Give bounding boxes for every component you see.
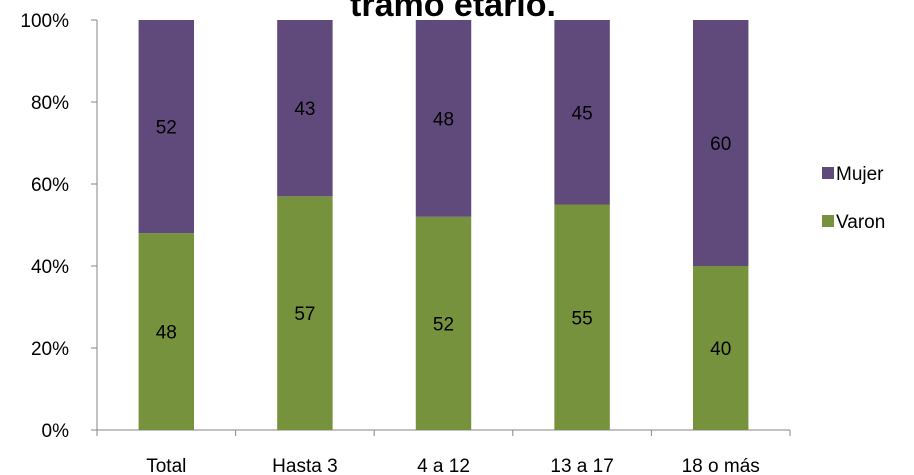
y-axis: 0% 20% 40% 60% 80% 100% <box>20 11 98 442</box>
data-label: 52 <box>156 118 177 139</box>
data-label: 52 <box>433 314 454 335</box>
data-label: 48 <box>156 323 177 344</box>
bar-segment-varon <box>138 233 195 430</box>
data-label: 40 <box>710 339 731 360</box>
legend-swatch-varon <box>822 215 834 227</box>
y-tick-label: 60% <box>31 175 69 196</box>
data-label: 55 <box>572 308 593 329</box>
legend-label: Mujer <box>836 164 884 185</box>
x-tick-label: 18 o más <box>682 456 760 475</box>
y-tick-label: 40% <box>31 257 69 278</box>
data-label: 45 <box>572 103 593 124</box>
bar-segment-varon <box>415 216 472 430</box>
bar-segment-mujer <box>415 20 472 217</box>
bar-segment-mujer <box>692 20 749 266</box>
legend-swatch-mujer <box>822 167 834 179</box>
bar-segment-mujer <box>277 20 333 197</box>
data-label: 57 <box>294 304 315 325</box>
bar-segment-varon <box>554 204 610 430</box>
y-tick-label: 0% <box>42 421 70 442</box>
y-tick-label: 20% <box>31 339 69 360</box>
bar-segment-varon <box>692 266 749 430</box>
data-label: 43 <box>294 99 315 120</box>
bar-segment-varon <box>277 196 333 430</box>
bar-segment-mujer <box>138 20 195 234</box>
x-tick-label: 4 a 12 <box>417 456 470 475</box>
x-tick-label: Total <box>146 456 186 475</box>
bars: 48 52 57 43 52 48 55 45 40 60 <box>138 20 749 430</box>
y-tick-label: 100% <box>20 11 69 32</box>
x-tick-label: Hasta 3 <box>272 456 337 475</box>
data-label: 48 <box>433 109 454 130</box>
x-tick-label: 13 a 17 <box>550 456 613 475</box>
x-axis: Total Hasta 3 4 a 12 13 a 17 18 o más <box>96 429 791 475</box>
bar-segment-mujer <box>554 20 610 205</box>
legend-label: Varon <box>836 212 885 233</box>
data-label: 60 <box>710 134 731 155</box>
y-tick-label: 80% <box>31 93 69 114</box>
legend: Mujer Varon <box>822 164 885 233</box>
